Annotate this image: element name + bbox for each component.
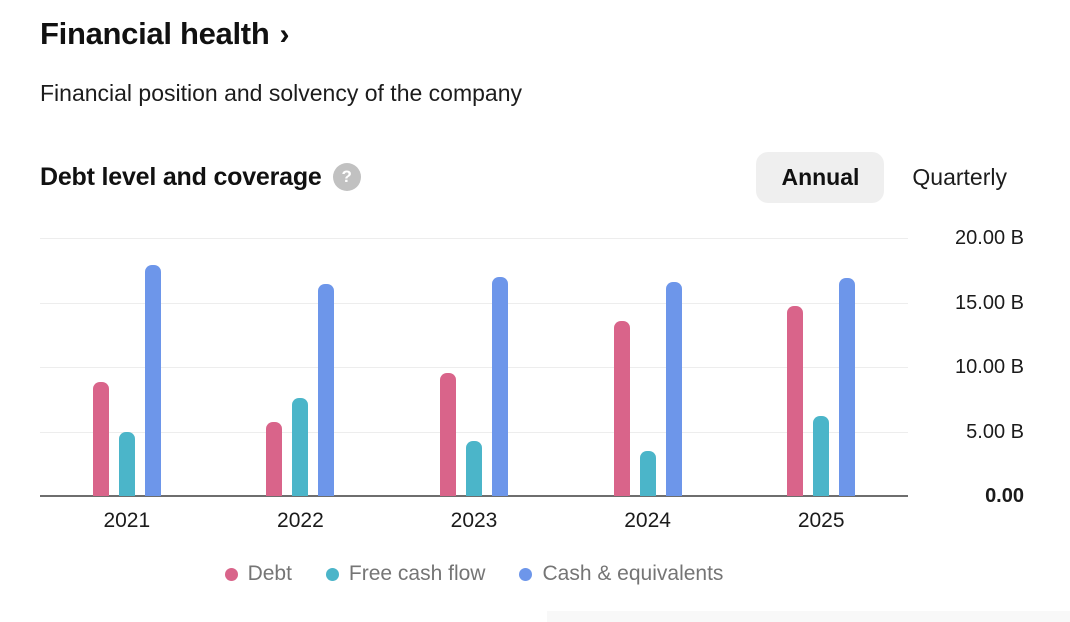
gridline — [40, 431, 908, 433]
bar-cash-equivalents-2021[interactable] — [144, 265, 161, 496]
legend-label: Free cash flow — [348, 562, 486, 585]
y-axis-tick-label: 20.00 B — [955, 227, 1024, 249]
page-title-link[interactable]: Financial health › — [40, 16, 289, 52]
x-axis-baseline — [40, 495, 908, 497]
legend-dot-icon — [325, 567, 339, 581]
chevron-right-icon: › — [279, 18, 290, 51]
help-icon[interactable]: ? — [332, 163, 361, 191]
bar-free-cash-flow-2025[interactable] — [813, 416, 830, 496]
next-section-edge — [547, 611, 1070, 622]
x-axis-tick-label: 2023 — [450, 509, 498, 532]
bar-debt-2024[interactable] — [613, 320, 630, 496]
gridline — [40, 238, 908, 239]
legend-label: Cash & equivalents — [542, 562, 724, 585]
y-axis-tick-label: 5.00 B — [966, 420, 1024, 443]
section-header-row: Debt level and coverage ? Annual Quarter… — [0, 149, 1070, 205]
bar-cash-equivalents-2025[interactable] — [839, 277, 856, 496]
bar-cash-equivalents-2024[interactable] — [665, 281, 682, 496]
page-subtitle: Financial position and solvency of the c… — [40, 80, 523, 106]
x-axis-tick-label: 2021 — [103, 509, 151, 532]
x-axis-tick-label: 2022 — [277, 509, 324, 532]
bar-free-cash-flow-2023[interactable] — [466, 440, 482, 496]
page-title: Financial health — [40, 16, 270, 51]
bar-debt-2025[interactable] — [787, 306, 804, 496]
legend-dot-icon — [224, 567, 238, 581]
x-axis-tick-label: 2024 — [624, 509, 671, 532]
quarterly-toggle-button[interactable]: Quarterly — [912, 163, 1007, 190]
legend-item-cash-equivalents[interactable]: Cash & equivalents — [519, 562, 723, 586]
gridline — [40, 302, 908, 304]
bar-debt-2021[interactable] — [92, 382, 109, 496]
y-axis-tick-label: 10.00 B — [955, 356, 1024, 378]
legend-dot-icon — [519, 567, 533, 581]
bar-free-cash-flow-2022[interactable] — [292, 397, 309, 496]
section-title: Debt level and coverage — [40, 162, 322, 191]
bar-debt-2023[interactable] — [440, 373, 456, 496]
annual-toggle-button[interactable]: Annual — [756, 151, 885, 203]
legend-label: Debt — [247, 562, 292, 585]
period-toggle: Annual Quarterly — [756, 149, 1007, 205]
bar-free-cash-flow-2024[interactable] — [639, 450, 656, 496]
gridline — [40, 367, 908, 368]
section-title-wrap: Debt level and coverage ? — [40, 149, 361, 205]
legend-item-debt[interactable]: Debt — [224, 562, 292, 586]
bar-free-cash-flow-2021[interactable] — [118, 431, 135, 496]
bar-cash-equivalents-2022[interactable] — [318, 284, 335, 496]
legend-item-free-cash-flow[interactable]: Free cash flow — [325, 562, 486, 586]
y-axis-tick-label: 15.00 B — [955, 291, 1024, 314]
x-axis-tick-label: 2025 — [797, 509, 845, 532]
chart-legend: Debt Free cash flow Cash & equivalents — [40, 562, 908, 586]
bar-debt-2022[interactable] — [266, 422, 283, 496]
bar-cash-equivalents-2023[interactable] — [492, 276, 508, 496]
y-axis-tick-label: 0.00 — [985, 485, 1024, 507]
